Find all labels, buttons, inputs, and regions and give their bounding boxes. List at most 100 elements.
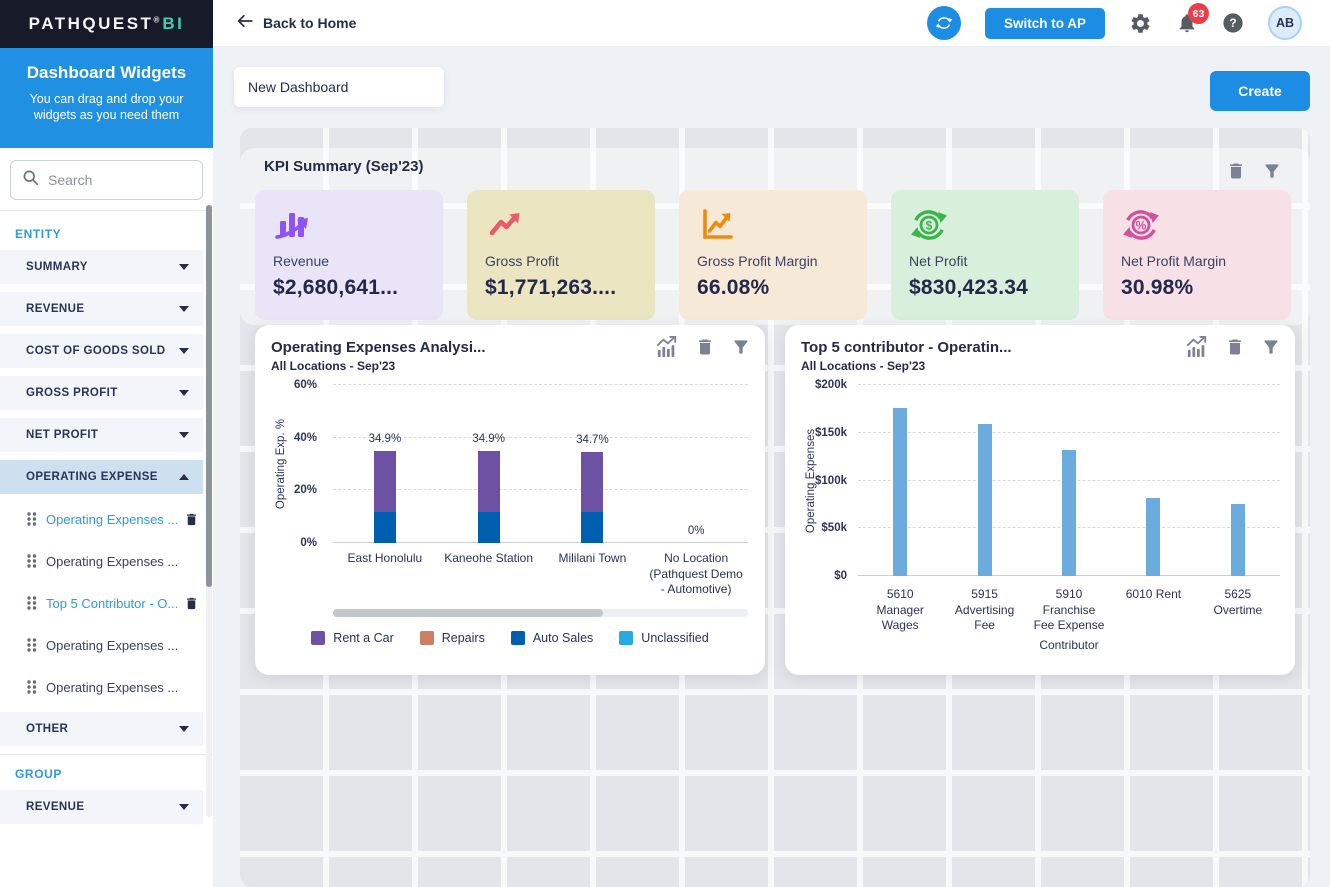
sidebar-section-other[interactable]: OTHER bbox=[0, 712, 203, 746]
drag-handle-icon[interactable] bbox=[26, 511, 37, 527]
delete-icon[interactable] bbox=[184, 512, 199, 527]
bar-5610-manager-wages[interactable] bbox=[893, 385, 908, 576]
create-button[interactable]: Create bbox=[1210, 71, 1310, 111]
y-axis-ticks: 60% 40% 20% 0% bbox=[255, 379, 325, 549]
chevron-down-icon bbox=[179, 432, 189, 438]
bar-segment-rent-a-car[interactable] bbox=[373, 451, 396, 513]
chart-horizontal-scrollbar[interactable] bbox=[333, 609, 748, 617]
chart-column: 34.9% bbox=[437, 385, 541, 543]
x-tick-label: 5625 Overtime bbox=[1213, 587, 1263, 617]
sidebar-section-revenue[interactable]: REVENUE bbox=[0, 292, 203, 326]
logo-block: PATHQUEST® BI bbox=[0, 0, 213, 48]
sidebar-section-gross-profit[interactable]: GROSS PROFIT bbox=[0, 376, 203, 410]
filter-icon[interactable] bbox=[1262, 161, 1282, 181]
gridline bbox=[858, 431, 1280, 433]
x-tick-label: 5910 Franchise Fee Expense bbox=[1033, 587, 1105, 633]
scrollbar-thumb[interactable] bbox=[206, 205, 212, 587]
legend-item-auto-sales[interactable]: Auto Sales bbox=[510, 631, 593, 645]
gridline bbox=[333, 489, 748, 491]
bar-5910-franchise-fee-expense[interactable] bbox=[1062, 385, 1077, 576]
bar-segment-operating-expenses[interactable] bbox=[1062, 449, 1077, 576]
back-to-home-link[interactable]: Back to Home bbox=[235, 12, 356, 35]
drag-handle-icon[interactable] bbox=[26, 679, 37, 695]
delete-icon[interactable] bbox=[184, 596, 199, 611]
x-tick-label: 6010 Rent bbox=[1125, 587, 1182, 601]
widget-list-item[interactable]: Top 5 Contributor - O... bbox=[0, 586, 203, 620]
bar-segment-rent-a-car[interactable] bbox=[477, 451, 500, 513]
sidebar-section-cost-of-goods-sold[interactable]: COST OF GOODS SOLD bbox=[0, 334, 203, 368]
sidebar-title: Dashboard Widgets bbox=[26, 63, 187, 82]
chart-column bbox=[1196, 385, 1280, 576]
plot-area: Operating Expenses $200k $150k $100k $50k $0 bbox=[785, 379, 1295, 582]
chart-title: Top 5 contributor - Operatin... bbox=[801, 338, 1012, 356]
bar-no-location-pathquest-demo-automotive[interactable] bbox=[685, 385, 707, 543]
bar-segment-operating-expenses[interactable] bbox=[977, 424, 992, 576]
sidebar-section-revenue[interactable]: REVENUE bbox=[0, 790, 203, 824]
sidebar-section-net-profit[interactable]: NET PROFIT bbox=[0, 418, 203, 452]
sidebar: PATHQUEST® BI Dashboard Widgets You can d… bbox=[0, 0, 213, 887]
sidebar-scrollbar[interactable] bbox=[206, 205, 212, 817]
delete-icon[interactable] bbox=[1226, 161, 1246, 181]
bar-segment-operating-expenses[interactable] bbox=[1230, 504, 1245, 576]
sidebar-section-label: OTHER bbox=[26, 723, 69, 735]
widget-item-label: Operating Expenses ... bbox=[46, 637, 179, 653]
sidebar-section-label: REVENUE bbox=[26, 801, 85, 813]
help-icon[interactable]: ? bbox=[1222, 12, 1244, 34]
legend-item-repairs[interactable]: Repairs bbox=[419, 631, 485, 645]
bar-kaneohe-station[interactable] bbox=[477, 385, 500, 543]
widget-list-item[interactable]: Operating Expenses ... bbox=[0, 670, 203, 704]
chart-column: 34.9% bbox=[333, 385, 437, 543]
legend-item-unclassified[interactable]: Unclassified bbox=[619, 631, 709, 645]
analytics-icon[interactable] bbox=[655, 336, 679, 358]
bar-segment-rent-a-car[interactable] bbox=[581, 451, 604, 513]
widget-item-label: Operating Expenses ... bbox=[46, 511, 179, 527]
bar-mililani-town[interactable] bbox=[581, 385, 604, 543]
drag-handle-icon[interactable] bbox=[26, 637, 37, 653]
notifications-bell-icon[interactable]: 63 bbox=[1176, 3, 1209, 34]
bar-east-honolulu[interactable] bbox=[373, 385, 396, 543]
sidebar-section-label: NET PROFIT bbox=[26, 429, 99, 441]
back-arrow-icon bbox=[235, 12, 255, 35]
sidebar-section-label: REVENUE bbox=[26, 303, 85, 315]
widget-list-item[interactable]: Operating Expenses ... bbox=[0, 502, 203, 536]
analytics-icon[interactable] bbox=[1185, 336, 1209, 358]
bar-6010-rent[interactable] bbox=[1146, 385, 1161, 576]
bar-5915-advertising-fee[interactable] bbox=[977, 385, 992, 576]
bar-segment-auto-sales[interactable] bbox=[581, 512, 604, 543]
dashboard-name-input[interactable] bbox=[234, 67, 444, 107]
chevron-down-icon bbox=[179, 726, 189, 732]
filter-icon[interactable] bbox=[731, 337, 751, 357]
drag-handle-icon[interactable] bbox=[26, 553, 37, 569]
bar-segment-operating-expenses[interactable] bbox=[1146, 497, 1161, 576]
chart-actions bbox=[655, 336, 751, 358]
bar-segment-operating-expenses[interactable] bbox=[893, 407, 908, 576]
settings-gear-icon[interactable] bbox=[1129, 12, 1152, 35]
search-box[interactable] bbox=[10, 160, 203, 200]
scrollbar-thumb[interactable] bbox=[333, 609, 603, 617]
sidebar-section-operating-expense[interactable]: OPERATING EXPENSE bbox=[0, 460, 203, 494]
gridline bbox=[333, 436, 748, 438]
bar-5625-overtime[interactable] bbox=[1230, 385, 1245, 576]
widget-item-label: Operating Expenses ... bbox=[46, 679, 179, 695]
kpi-card-value: 30.98% bbox=[1121, 276, 1194, 299]
delete-icon[interactable] bbox=[1225, 337, 1245, 357]
drag-handle-icon[interactable] bbox=[26, 595, 37, 611]
bar-segment-auto-sales[interactable] bbox=[373, 512, 396, 543]
sidebar-section-label: OPERATING EXPENSE bbox=[26, 471, 158, 483]
legend-item-rent-a-car[interactable]: Rent a Car bbox=[311, 631, 394, 645]
bar-segment-auto-sales[interactable] bbox=[477, 512, 500, 543]
chart-column bbox=[1027, 385, 1111, 576]
avatar[interactable]: AB bbox=[1268, 6, 1302, 40]
widget-list-item[interactable]: Operating Expenses ... bbox=[0, 544, 203, 578]
sidebar-section-summary[interactable]: SUMMARY bbox=[0, 250, 203, 284]
search-input[interactable] bbox=[48, 172, 191, 188]
switch-to-ap-button[interactable]: Switch to AP bbox=[984, 7, 1105, 39]
kpi-card-gross-profit: Gross Profit $1,771,263.... bbox=[467, 190, 655, 320]
kpi-card-revenue: Revenue $2,680,641... bbox=[255, 190, 443, 320]
dashboard-canvas-grid[interactable]: KPI Summary (Sep'23) Revenue $2,680,641..… bbox=[240, 128, 1310, 887]
delete-icon[interactable] bbox=[695, 337, 715, 357]
widget-list-item[interactable]: Operating Expenses ... bbox=[0, 628, 203, 662]
filter-icon[interactable] bbox=[1261, 337, 1281, 357]
y-axis-ticks: $200k $150k $100k $50k $0 bbox=[785, 379, 855, 582]
sync-icon[interactable] bbox=[926, 6, 961, 40]
